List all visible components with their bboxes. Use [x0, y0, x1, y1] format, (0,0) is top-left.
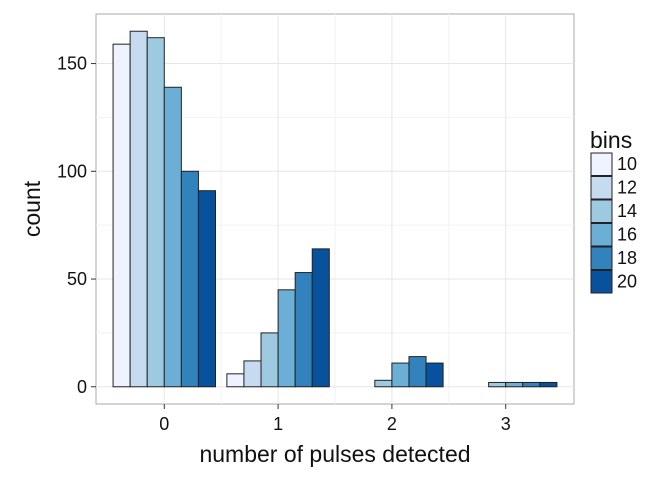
bar-10-1: [226, 373, 245, 388]
legend-key-16: [590, 223, 613, 247]
bar-10-0: [112, 43, 131, 388]
bar-20-1: [311, 248, 330, 388]
bar-14-0: [146, 37, 165, 388]
legend-label-20: 20: [617, 272, 637, 292]
legend-key-20: [590, 270, 613, 294]
bar-12-1: [243, 360, 262, 388]
y-tick-label: 150: [57, 54, 87, 74]
bar-14-2: [374, 379, 393, 388]
legend: bins 10 12 14 16 18 20: [590, 127, 637, 294]
legend-label-14: 14: [617, 201, 637, 221]
y-tick-label: 100: [57, 161, 87, 181]
legend-label-10: 10: [617, 154, 637, 174]
legend-label-18: 18: [617, 248, 637, 268]
bar-16-3: [505, 381, 524, 388]
legend-key-12: [590, 176, 613, 200]
x-axis-title: number of pulses detected: [199, 441, 470, 467]
legend-key-18: [590, 246, 613, 270]
bars: [112, 30, 558, 388]
bar-12-0: [129, 30, 148, 388]
legend-label-12: 12: [617, 178, 637, 198]
x-tick-label: 1: [273, 414, 283, 434]
y-tick-label: 50: [67, 269, 87, 289]
bar-18-3: [522, 381, 541, 388]
bar-20-3: [539, 381, 558, 388]
x-tick-label: 0: [159, 414, 169, 434]
legend-key-10: [590, 152, 613, 176]
y-tick-label: 0: [77, 377, 87, 397]
bar-16-0: [163, 86, 182, 388]
y-axis-title: count: [19, 180, 45, 237]
bar-16-2: [391, 362, 410, 388]
bar-18-0: [180, 170, 199, 388]
bar-20-2: [425, 362, 444, 388]
bar-20-0: [197, 190, 216, 388]
x-tick-label: 3: [501, 414, 511, 434]
x-tick-label: 2: [387, 414, 397, 434]
legend-label-16: 16: [617, 225, 637, 245]
axes: 0 50 100 150 0 1 2 3: [57, 54, 511, 434]
legend-title: bins: [590, 127, 632, 153]
bar-18-2: [408, 356, 427, 388]
bar-18-1: [294, 272, 313, 388]
bar-14-3: [488, 381, 507, 388]
bar-14-1: [260, 332, 279, 388]
bar-16-1: [277, 289, 296, 388]
legend-key-14: [590, 199, 613, 223]
